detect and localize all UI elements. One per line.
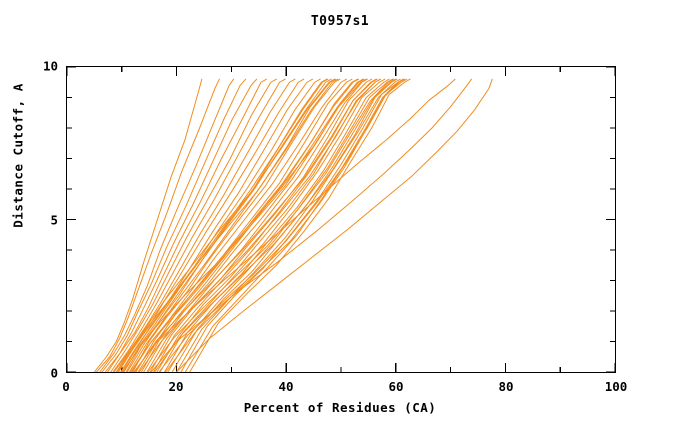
x-tick-label: 80 [498, 379, 514, 394]
series-line [101, 78, 247, 372]
x-tick-label: 60 [388, 379, 404, 394]
series-line [176, 78, 493, 372]
series-line [156, 78, 381, 372]
series-line [132, 78, 341, 372]
y-tick-label: 0 [50, 365, 58, 381]
plot-svg [67, 67, 615, 372]
series-line [116, 78, 339, 372]
x-axis-label: Percent of Residues (CA) [243, 400, 437, 415]
series-line [133, 78, 456, 372]
series-line [104, 78, 258, 372]
series-line [189, 78, 411, 372]
series-line [180, 78, 404, 372]
series-line [147, 78, 395, 372]
series-line [125, 78, 332, 372]
plot-area [66, 66, 616, 373]
series-line [137, 78, 353, 372]
series-line [159, 78, 386, 372]
series-line [99, 78, 235, 372]
y-axis-label: Distance Cutoff, A [10, 83, 26, 228]
series-line [93, 78, 203, 372]
series-line [130, 78, 365, 372]
series-line [107, 78, 267, 372]
series-line [131, 78, 360, 372]
chart-title: T0957s1 [310, 14, 370, 29]
series-line [115, 78, 296, 372]
series-line [138, 78, 381, 372]
series-line [120, 78, 328, 372]
series-line [118, 78, 305, 372]
series-line [164, 78, 390, 372]
series-line [113, 78, 335, 372]
x-tick-label: 100 [604, 379, 628, 394]
y-tick-label: 10 [42, 58, 58, 74]
series-line [165, 78, 406, 372]
series-line [149, 78, 373, 372]
x-tick-label: 40 [278, 379, 294, 394]
axis-ticks [67, 67, 615, 372]
series-line [122, 78, 367, 372]
series-line [112, 78, 286, 372]
series-line [154, 78, 398, 372]
y-tick-label: 5 [50, 212, 58, 227]
series-line [110, 78, 277, 372]
x-tick-label: 20 [168, 379, 184, 394]
series-line [134, 78, 378, 372]
series-line [150, 78, 472, 372]
series-line [123, 78, 321, 372]
data-curves [93, 78, 493, 372]
series-line [184, 78, 408, 372]
x-tick-label: 0 [62, 379, 70, 394]
series-line [96, 78, 220, 372]
series-line [128, 78, 337, 372]
